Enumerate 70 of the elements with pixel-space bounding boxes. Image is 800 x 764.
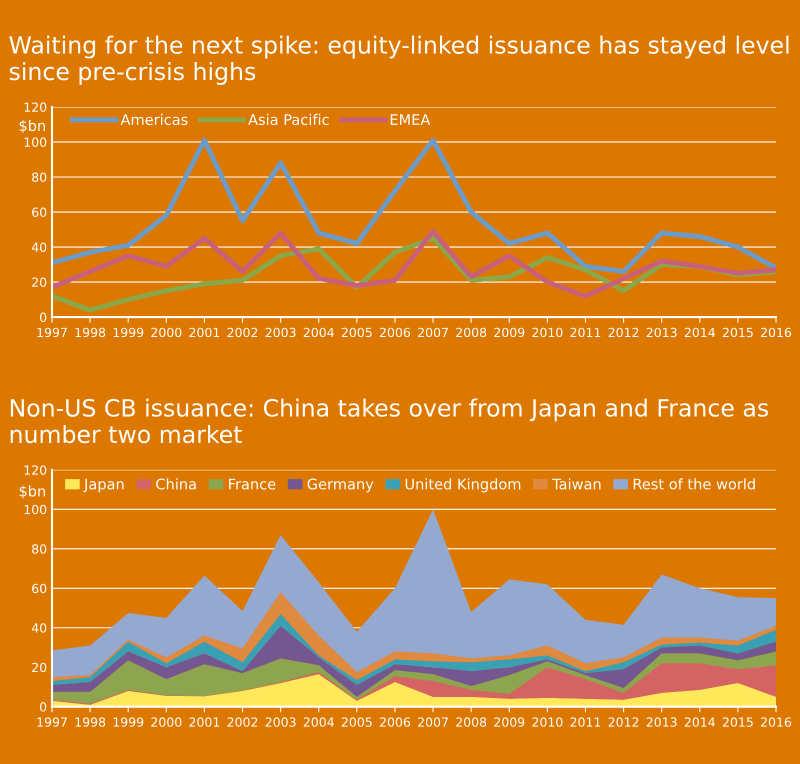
x-tick-label: 2006 bbox=[380, 717, 410, 727]
x-tick-label: 2003 bbox=[266, 328, 296, 338]
chart-title: Non-US CB issuance: China takes over from Japan and France as number two market bbox=[10, 398, 768, 444]
legend-label: France bbox=[229, 478, 276, 490]
legend-label: Rest of the world bbox=[634, 478, 755, 490]
x-tick-label: 2003 bbox=[266, 717, 296, 727]
y-tick-label: 0 bbox=[40, 702, 46, 712]
x-tick-label: 2005 bbox=[342, 328, 372, 338]
x-tick-label: 2014 bbox=[684, 717, 715, 727]
y-tick-label: 120 bbox=[24, 102, 46, 112]
x-tick-label: 2007 bbox=[418, 717, 448, 727]
x-tick-label: 2004 bbox=[304, 328, 334, 338]
y-tick-label: 100 bbox=[24, 137, 46, 147]
x-tick-label: 2013 bbox=[646, 717, 677, 727]
x-tick-label: 2007 bbox=[418, 328, 448, 338]
y-tick-label: 80 bbox=[32, 172, 46, 182]
chart-title: Waiting for the next spike: equity-linked issuance has stayed level since pre-crisis highs bbox=[9, 36, 788, 85]
x-tick-label: 2004 bbox=[304, 717, 334, 727]
x-tick-label: 2006 bbox=[380, 328, 410, 338]
x-tick-label: 2001 bbox=[189, 717, 220, 727]
legend-label: Taiwan bbox=[552, 478, 600, 490]
x-tick-label: 2009 bbox=[494, 717, 524, 727]
y-tick-label: 20 bbox=[32, 662, 46, 672]
x-tick-label: 2011 bbox=[570, 328, 600, 338]
legend-label: Asia Pacific bbox=[248, 114, 329, 126]
x-tick-label: 2002 bbox=[228, 717, 258, 727]
x-tick-label: 2000 bbox=[151, 328, 182, 338]
legend-label: Germany bbox=[308, 478, 374, 492]
x-tick-label: 2008 bbox=[456, 717, 486, 727]
x-tick-label: 2005 bbox=[342, 717, 372, 727]
line-series bbox=[52, 138, 776, 274]
x-tick-label: 1998 bbox=[76, 717, 106, 727]
y-axis-title: $bn bbox=[20, 485, 45, 499]
y-tick-label: 0 bbox=[40, 312, 46, 322]
legend-label: Japan bbox=[83, 478, 124, 492]
y-tick-label: 20 bbox=[32, 278, 46, 287]
x-tick-label: 2010 bbox=[532, 328, 562, 338]
legend-label: United Kingdom bbox=[406, 478, 520, 492]
line-series bbox=[52, 228, 776, 298]
x-tick-label: 2014 bbox=[684, 328, 715, 338]
legend-label: Americas bbox=[120, 114, 188, 126]
y-tick-label: 120 bbox=[24, 465, 46, 475]
y-tick-label: 40 bbox=[32, 242, 46, 252]
x-tick-label: 1997 bbox=[37, 717, 67, 727]
x-tick-label: 2016 bbox=[761, 717, 792, 727]
x-tick-label: 2015 bbox=[722, 717, 753, 727]
x-tick-label: 2010 bbox=[532, 717, 562, 727]
x-tick-label: 2001 bbox=[189, 328, 220, 338]
x-tick-label: 2008 bbox=[456, 328, 486, 338]
x-tick-label: 2002 bbox=[228, 328, 258, 338]
y-tick-label: 80 bbox=[32, 544, 46, 554]
legend-label: EMEA bbox=[390, 114, 430, 125]
x-tick-label: 2009 bbox=[494, 328, 524, 338]
x-tick-label: 2011 bbox=[570, 717, 600, 727]
y-axis-title: $bn bbox=[20, 120, 45, 134]
y-tick-label: 60 bbox=[32, 584, 46, 594]
x-tick-label: 2013 bbox=[646, 328, 677, 338]
x-tick-label: 2012 bbox=[608, 328, 638, 338]
x-tick-label: 2000 bbox=[151, 717, 182, 727]
x-tick-label: 2016 bbox=[761, 328, 792, 338]
y-tick-label: 60 bbox=[32, 207, 46, 217]
x-tick-label: 1999 bbox=[114, 717, 144, 727]
x-tick-label: 1998 bbox=[76, 328, 106, 338]
x-tick-label: 2012 bbox=[608, 717, 638, 727]
y-tick-label: 40 bbox=[32, 623, 46, 633]
legend-label: China bbox=[156, 478, 196, 490]
y-tick-label: 100 bbox=[24, 504, 46, 514]
x-tick-label: 2015 bbox=[722, 328, 753, 338]
x-tick-label: 1997 bbox=[37, 328, 67, 338]
x-tick-label: 1999 bbox=[114, 328, 144, 338]
